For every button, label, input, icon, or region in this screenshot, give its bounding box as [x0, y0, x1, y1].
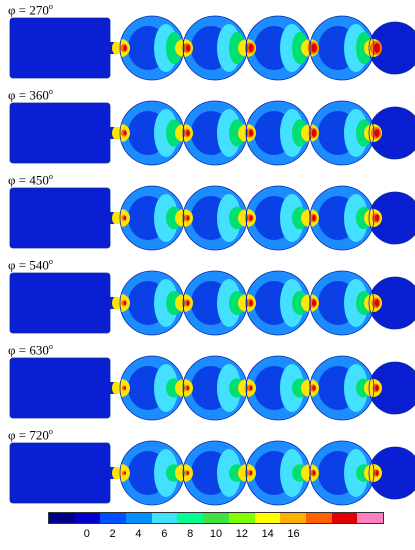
- colorbar-segment: [203, 513, 229, 523]
- colorbar-segment: [126, 513, 152, 523]
- panel-label: φ = 720o: [8, 427, 53, 443]
- flow-domain: [10, 101, 415, 165]
- bulb-green: [292, 119, 308, 147]
- throat-red: [311, 43, 317, 53]
- colorbar-tick-label: 16: [287, 528, 300, 540]
- throat-red: [374, 43, 380, 53]
- throat-red: [249, 470, 253, 476]
- colorbar-segment: [280, 513, 306, 523]
- throat-red: [375, 385, 379, 391]
- colorbar-segment: [100, 513, 127, 523]
- throat-red: [248, 129, 254, 137]
- colorbar-segment: [49, 513, 75, 523]
- throat-red: [186, 471, 190, 475]
- colorbar-tick-label: 12: [235, 528, 248, 540]
- bulb-green: [292, 32, 308, 64]
- panel-phi-270: φ = 270o: [0, 0, 415, 85]
- colorbar-tick-label: 0: [83, 528, 90, 540]
- bulb-green: [229, 32, 245, 64]
- throat-red: [375, 470, 379, 476]
- throat-red: [312, 214, 316, 222]
- colorbar-tick-label: 4: [135, 528, 142, 540]
- throat-red: [312, 385, 316, 391]
- throat-red: [186, 385, 190, 391]
- colorbar-segment: [254, 513, 281, 523]
- colorbar-segment: [305, 513, 332, 523]
- colorbar-tick-label: 2: [109, 528, 116, 540]
- domain-outline: [9, 270, 415, 336]
- colorbar-tick-label: 8: [187, 528, 194, 540]
- colorbar-segment: [74, 513, 101, 523]
- colorbar-segment: [331, 513, 358, 523]
- domain-outline: [9, 100, 415, 166]
- throat-red: [185, 44, 191, 52]
- throat-red: [312, 470, 316, 476]
- panel-label: φ = 270o: [8, 2, 53, 18]
- panel-phi-540: φ = 540o: [0, 255, 415, 340]
- panel-phi-630: φ = 630o: [0, 340, 415, 425]
- colorbar-segment: [151, 513, 178, 523]
- domain-outline: [9, 185, 415, 251]
- contour-plot-540: [9, 270, 415, 336]
- panel-label: φ = 450o: [8, 172, 53, 188]
- bulb-green: [229, 119, 245, 147]
- colorbar-tick-label: 6: [161, 528, 168, 540]
- throat-red: [123, 386, 127, 390]
- throat-red: [123, 215, 127, 221]
- throat-red: [311, 129, 317, 137]
- color-legend: 0 2 4 6 8 10 12 14 16: [48, 512, 384, 546]
- panel-label: φ = 540o: [8, 257, 53, 273]
- throat-red: [123, 45, 127, 51]
- flow-domain: [10, 356, 415, 420]
- colorbar-tick-label: 10: [209, 528, 223, 540]
- throat-red: [249, 300, 253, 306]
- contour-plot-270: [9, 15, 415, 81]
- panel-phi-720: φ = 720o: [0, 425, 415, 510]
- panel-phi-360: φ = 360o: [0, 85, 415, 170]
- colorbar-segment: [357, 513, 383, 523]
- throat-red: [374, 128, 380, 138]
- contour-plot-360: [9, 100, 415, 166]
- panel-phi-450: φ = 450o: [0, 170, 415, 255]
- domain-outline: [9, 440, 415, 506]
- panel-label: φ = 360o: [8, 87, 53, 103]
- contour-panels: φ = 270o φ = 360o φ = 450o φ = 540o φ = …: [0, 0, 415, 510]
- throat-red: [124, 471, 126, 475]
- throat-red: [123, 300, 127, 306]
- throat-red: [186, 300, 190, 306]
- throat-red: [249, 215, 253, 221]
- throat-yellow: [112, 294, 130, 312]
- throat-red: [186, 215, 190, 221]
- colorbar-segment: [228, 513, 255, 523]
- colorbar-tick-label: 14: [261, 528, 274, 540]
- domain-outline: [9, 355, 415, 421]
- flow-domain: [10, 441, 415, 505]
- colorbar: [48, 512, 384, 524]
- throat-red: [249, 385, 253, 391]
- bulb-green: [166, 119, 182, 147]
- throat-yellow: [112, 379, 130, 397]
- colorbar-segment: [177, 513, 204, 523]
- flow-domain: [10, 186, 415, 250]
- throat-red: [248, 44, 254, 52]
- throat-red: [186, 130, 190, 136]
- flow-domain: [10, 271, 415, 335]
- flow-domain: [10, 16, 415, 80]
- panel-label: φ = 630o: [8, 342, 53, 358]
- throat-red: [311, 299, 317, 307]
- domain-outline: [9, 15, 415, 81]
- colorbar-ticks: 0 2 4 6 8 10 12 14 16: [48, 528, 384, 544]
- throat-red: [123, 130, 127, 136]
- bulb-green: [166, 32, 182, 64]
- contour-plot-630: [9, 355, 415, 421]
- throat-red: [374, 214, 380, 222]
- throat-yellow: [112, 209, 130, 227]
- throat-red: [374, 299, 380, 307]
- throat-yellow: [112, 464, 130, 482]
- contour-plot-450: [9, 185, 415, 251]
- contour-plot-720: [9, 440, 415, 506]
